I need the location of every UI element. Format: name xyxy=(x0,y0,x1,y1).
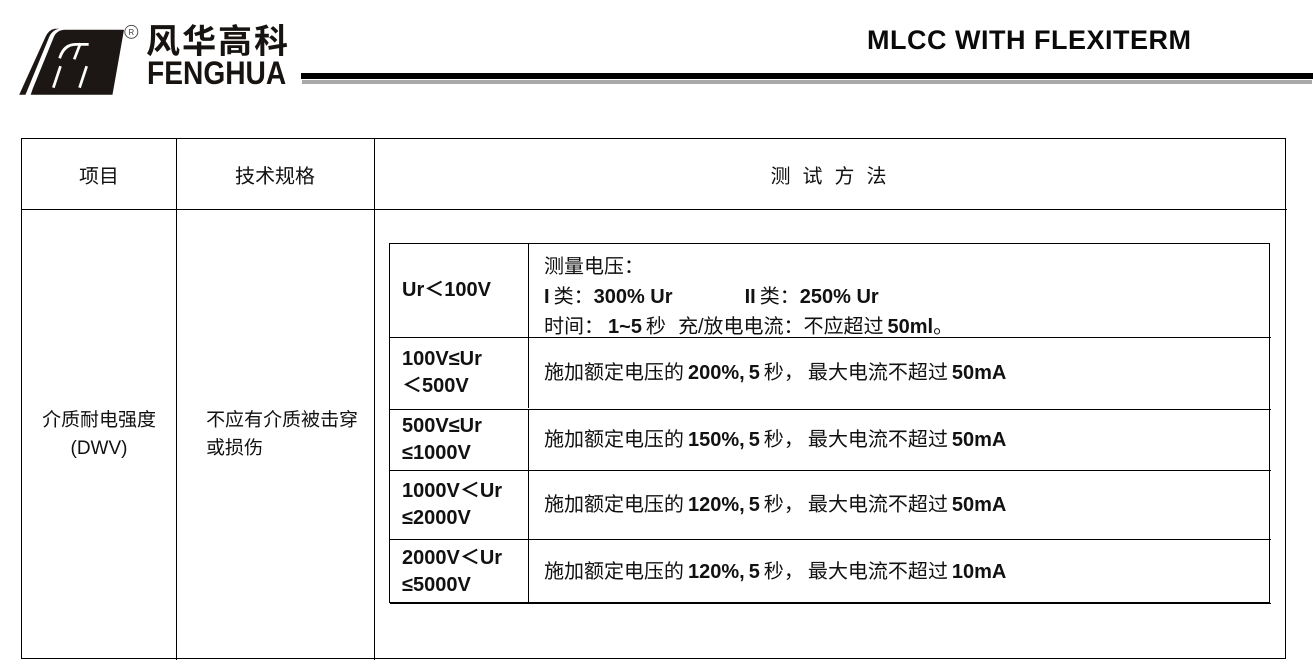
svg-text:R: R xyxy=(128,28,134,37)
